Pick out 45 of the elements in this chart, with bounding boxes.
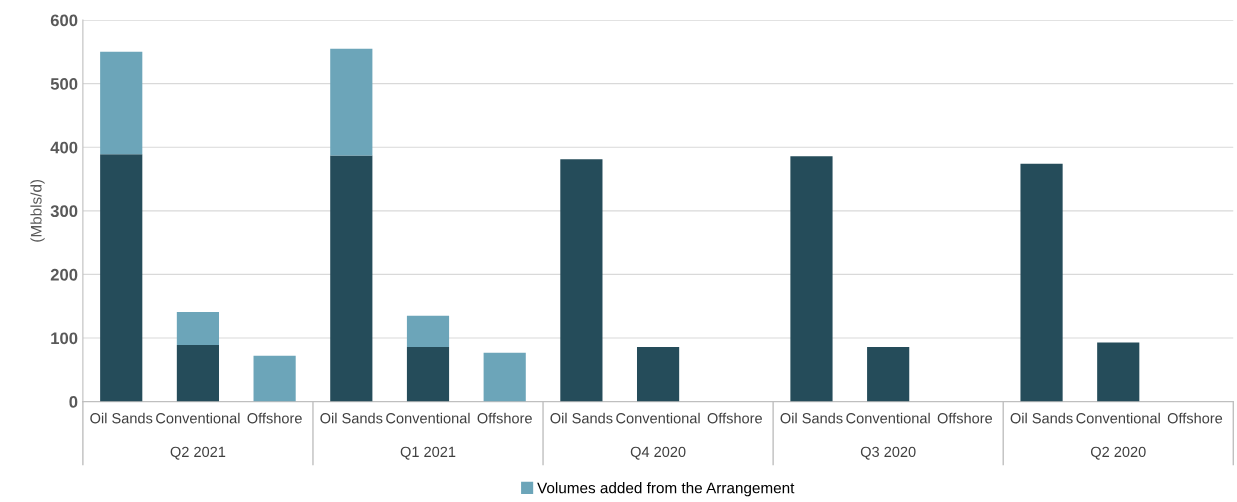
bar bbox=[867, 346, 910, 402]
y-tick-label: 400 bbox=[50, 141, 78, 154]
x-tick-label: Conventional bbox=[846, 412, 930, 424]
bar bbox=[253, 355, 296, 402]
bar bbox=[406, 315, 450, 347]
y-axis-title: (Mbbls/d) bbox=[30, 179, 45, 242]
y-tick-label: 600 bbox=[50, 14, 78, 27]
bar bbox=[636, 346, 680, 402]
text: Q4 2020 bbox=[630, 446, 686, 460]
x-tick-label: Offshore bbox=[247, 412, 302, 424]
bar bbox=[790, 156, 833, 402]
y-tick-label: 500 bbox=[50, 78, 78, 90]
x-tick-label: Oil Sands bbox=[550, 412, 613, 424]
bar bbox=[176, 345, 220, 402]
text: Q2 2020 bbox=[1090, 446, 1146, 460]
text: Q1 2021 bbox=[400, 446, 456, 460]
x-tick-label: Offshore bbox=[1167, 412, 1223, 424]
x-tick-label: Conventional bbox=[1076, 412, 1160, 424]
x-tick-label: Oil Sands bbox=[780, 412, 843, 424]
bar bbox=[483, 352, 526, 402]
y-tick-label: 0 bbox=[69, 396, 78, 408]
text: Q2 2021 bbox=[170, 446, 226, 460]
bar bbox=[1020, 163, 1063, 402]
bar bbox=[100, 51, 143, 155]
x-tick-label: Offshore bbox=[937, 412, 993, 424]
x-tick-label: Oil Sands bbox=[90, 412, 153, 424]
bar bbox=[176, 311, 220, 346]
y-tick-label: 100 bbox=[51, 332, 78, 345]
text: Q3 2020 bbox=[860, 446, 916, 460]
x-tick-label: Offshore bbox=[477, 412, 532, 424]
legend-label: Volumes added from the Arrangement bbox=[537, 482, 795, 497]
bar bbox=[406, 346, 450, 402]
bar bbox=[330, 155, 373, 402]
x-tick-label: Oil Sands bbox=[1010, 412, 1073, 424]
bar bbox=[560, 159, 603, 402]
x-tick-label: Offshore bbox=[707, 412, 762, 424]
bar bbox=[330, 48, 373, 156]
bar bbox=[1097, 342, 1140, 402]
x-tick-label: Conventional bbox=[156, 412, 240, 424]
x-tick-label: Conventional bbox=[616, 412, 700, 424]
y-tick-label: 300 bbox=[50, 205, 78, 218]
bar bbox=[100, 154, 143, 402]
x-tick-label: Oil Sands bbox=[320, 412, 383, 424]
y-tick-label: 200 bbox=[50, 268, 78, 281]
x-tick-label: Conventional bbox=[386, 412, 470, 424]
